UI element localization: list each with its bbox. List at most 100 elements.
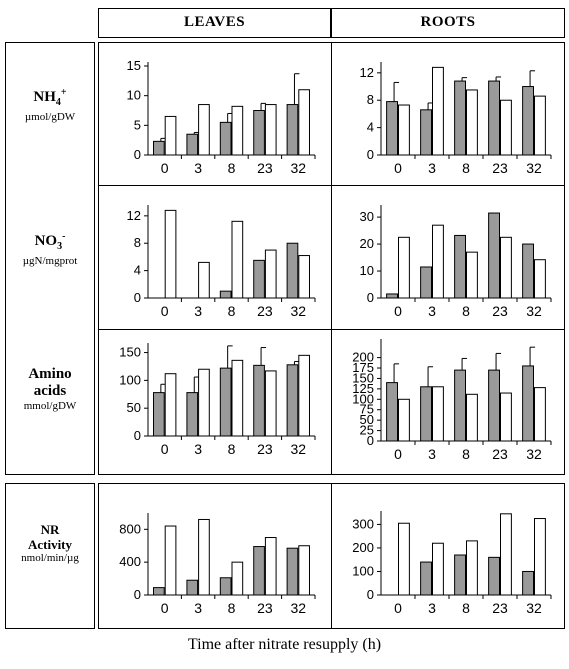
bar-shaded [286, 547, 299, 596]
bar-open [432, 542, 444, 596]
row-divider-1 [98, 185, 565, 186]
bar-shaded [454, 369, 467, 442]
amino-main1: Amino [28, 366, 72, 382]
amino-unit: mmol/gDW [23, 400, 77, 412]
bar-shaded [522, 243, 534, 299]
bar-shaded [454, 234, 467, 299]
y-tick-label: 150 [352, 370, 374, 385]
bar-open [398, 236, 410, 299]
bar-shaded [488, 212, 500, 299]
y-tick-label: 0 [367, 587, 374, 602]
x-tick-label: 32 [291, 303, 307, 319]
y-tick-label: 12 [127, 208, 141, 223]
row-label-nr: NR Activity nmol/min/µg [5, 522, 95, 565]
bar-shaded [186, 579, 199, 596]
bar-shaded [253, 110, 265, 156]
bar-open [198, 261, 210, 299]
y-tick-label: 125 [352, 381, 374, 396]
x-tick-label: 0 [394, 446, 402, 462]
x-tick-label: 32 [291, 600, 307, 616]
bar-open [534, 518, 546, 596]
bar-open [264, 249, 277, 299]
bar-open [466, 251, 478, 299]
y-tick-label: 10 [127, 88, 141, 103]
x-tick-label: 3 [428, 600, 436, 616]
y-tick-label: 175 [352, 360, 374, 375]
x-tick-label: 23 [257, 303, 273, 319]
bar-shaded [488, 369, 500, 442]
x-tick-label: 23 [257, 441, 273, 457]
y-tick-label: 100 [352, 391, 374, 406]
bar-open [500, 236, 512, 299]
x-tick-label: 8 [462, 160, 470, 176]
x-tick-label: 3 [194, 303, 202, 319]
x-tick-label: 23 [492, 600, 508, 616]
y-tick-label: 0 [134, 290, 141, 305]
row-label-amino: Amino acids mmol/gDW [5, 366, 95, 413]
y-tick-label: 10 [360, 263, 374, 278]
y-tick-label: 800 [119, 521, 141, 536]
bar-shaded [420, 109, 433, 156]
bar-open [231, 220, 244, 299]
bar-open [198, 368, 210, 437]
y-tick-label: 0 [367, 290, 374, 305]
bar-open [264, 104, 277, 156]
bar-shaded [454, 554, 467, 596]
x-tick-label: 8 [462, 600, 470, 616]
x-tick-label: 0 [394, 303, 402, 319]
bar-shaded [386, 293, 398, 299]
bar-shaded [153, 587, 165, 596]
bar-shaded [522, 365, 534, 442]
panel-divider-top [331, 42, 332, 475]
nh4-sup: + [60, 87, 67, 98]
x-tick-label: 23 [492, 303, 508, 319]
bar-shaded [253, 546, 265, 596]
no3-sub: 3 [57, 241, 63, 252]
bar-shaded [186, 392, 199, 437]
bar-open [164, 525, 177, 596]
y-tick-label: 0 [134, 587, 141, 602]
bar-open [231, 359, 244, 437]
bar-shaded [488, 556, 500, 596]
y-tick-label: 15 [127, 58, 141, 73]
header-frame-roots [331, 8, 565, 38]
chart-no3-leaves: 0 4 8 12 0 3 8 23 32 [127, 205, 316, 319]
bar-open [500, 513, 512, 596]
bar-open [298, 545, 310, 596]
nh4-sub: 4 [55, 97, 61, 108]
x-tick-label: 3 [428, 160, 436, 176]
x-tick-label: 3 [428, 446, 436, 462]
bar-open [264, 537, 277, 596]
x-tick-label: 0 [161, 600, 169, 616]
nh4-main: NH [33, 89, 56, 105]
bar-shaded [153, 140, 165, 156]
chart-nr-leaves: 0 400 800 0 3 8 23 32 [119, 513, 316, 616]
y-tick-label: 150 [119, 345, 141, 360]
y-tick-label: 4 [134, 263, 141, 278]
y-tick-label: 100 [119, 372, 141, 387]
bar-open [466, 393, 478, 442]
bar-shaded [386, 382, 398, 442]
bar-open [231, 561, 244, 596]
x-tick-label: 0 [394, 600, 402, 616]
chart-nh4-leaves: 0 5 10 15 0 3 8 23 32 [127, 58, 316, 176]
panel-divider-nr [331, 483, 332, 629]
nh4-unit: µmol/gDW [24, 111, 76, 123]
x-tick-label: 32 [526, 303, 542, 319]
chart-amino-leaves: 0 50 100 150 0 3 8 23 32 [119, 343, 316, 457]
bar-open [164, 115, 177, 156]
bar-shaded [219, 577, 232, 596]
y-tick-label: 50 [127, 400, 141, 415]
label-frame-top [5, 42, 95, 475]
y-tick-label: 20 [360, 236, 374, 251]
chart-no3-roots: 0 10 20 30 0 3 8 23 32 [360, 205, 552, 319]
y-tick-label: 0 [367, 433, 374, 448]
x-tick-label: 0 [394, 160, 402, 176]
bar-open [164, 373, 177, 437]
x-tick-label: 0 [161, 303, 169, 319]
bar-open [164, 209, 177, 299]
label-frame-nr [5, 483, 95, 629]
x-tick-label: 23 [492, 446, 508, 462]
y-tick-label: 0 [134, 428, 141, 443]
x-tick-label: 8 [228, 303, 236, 319]
